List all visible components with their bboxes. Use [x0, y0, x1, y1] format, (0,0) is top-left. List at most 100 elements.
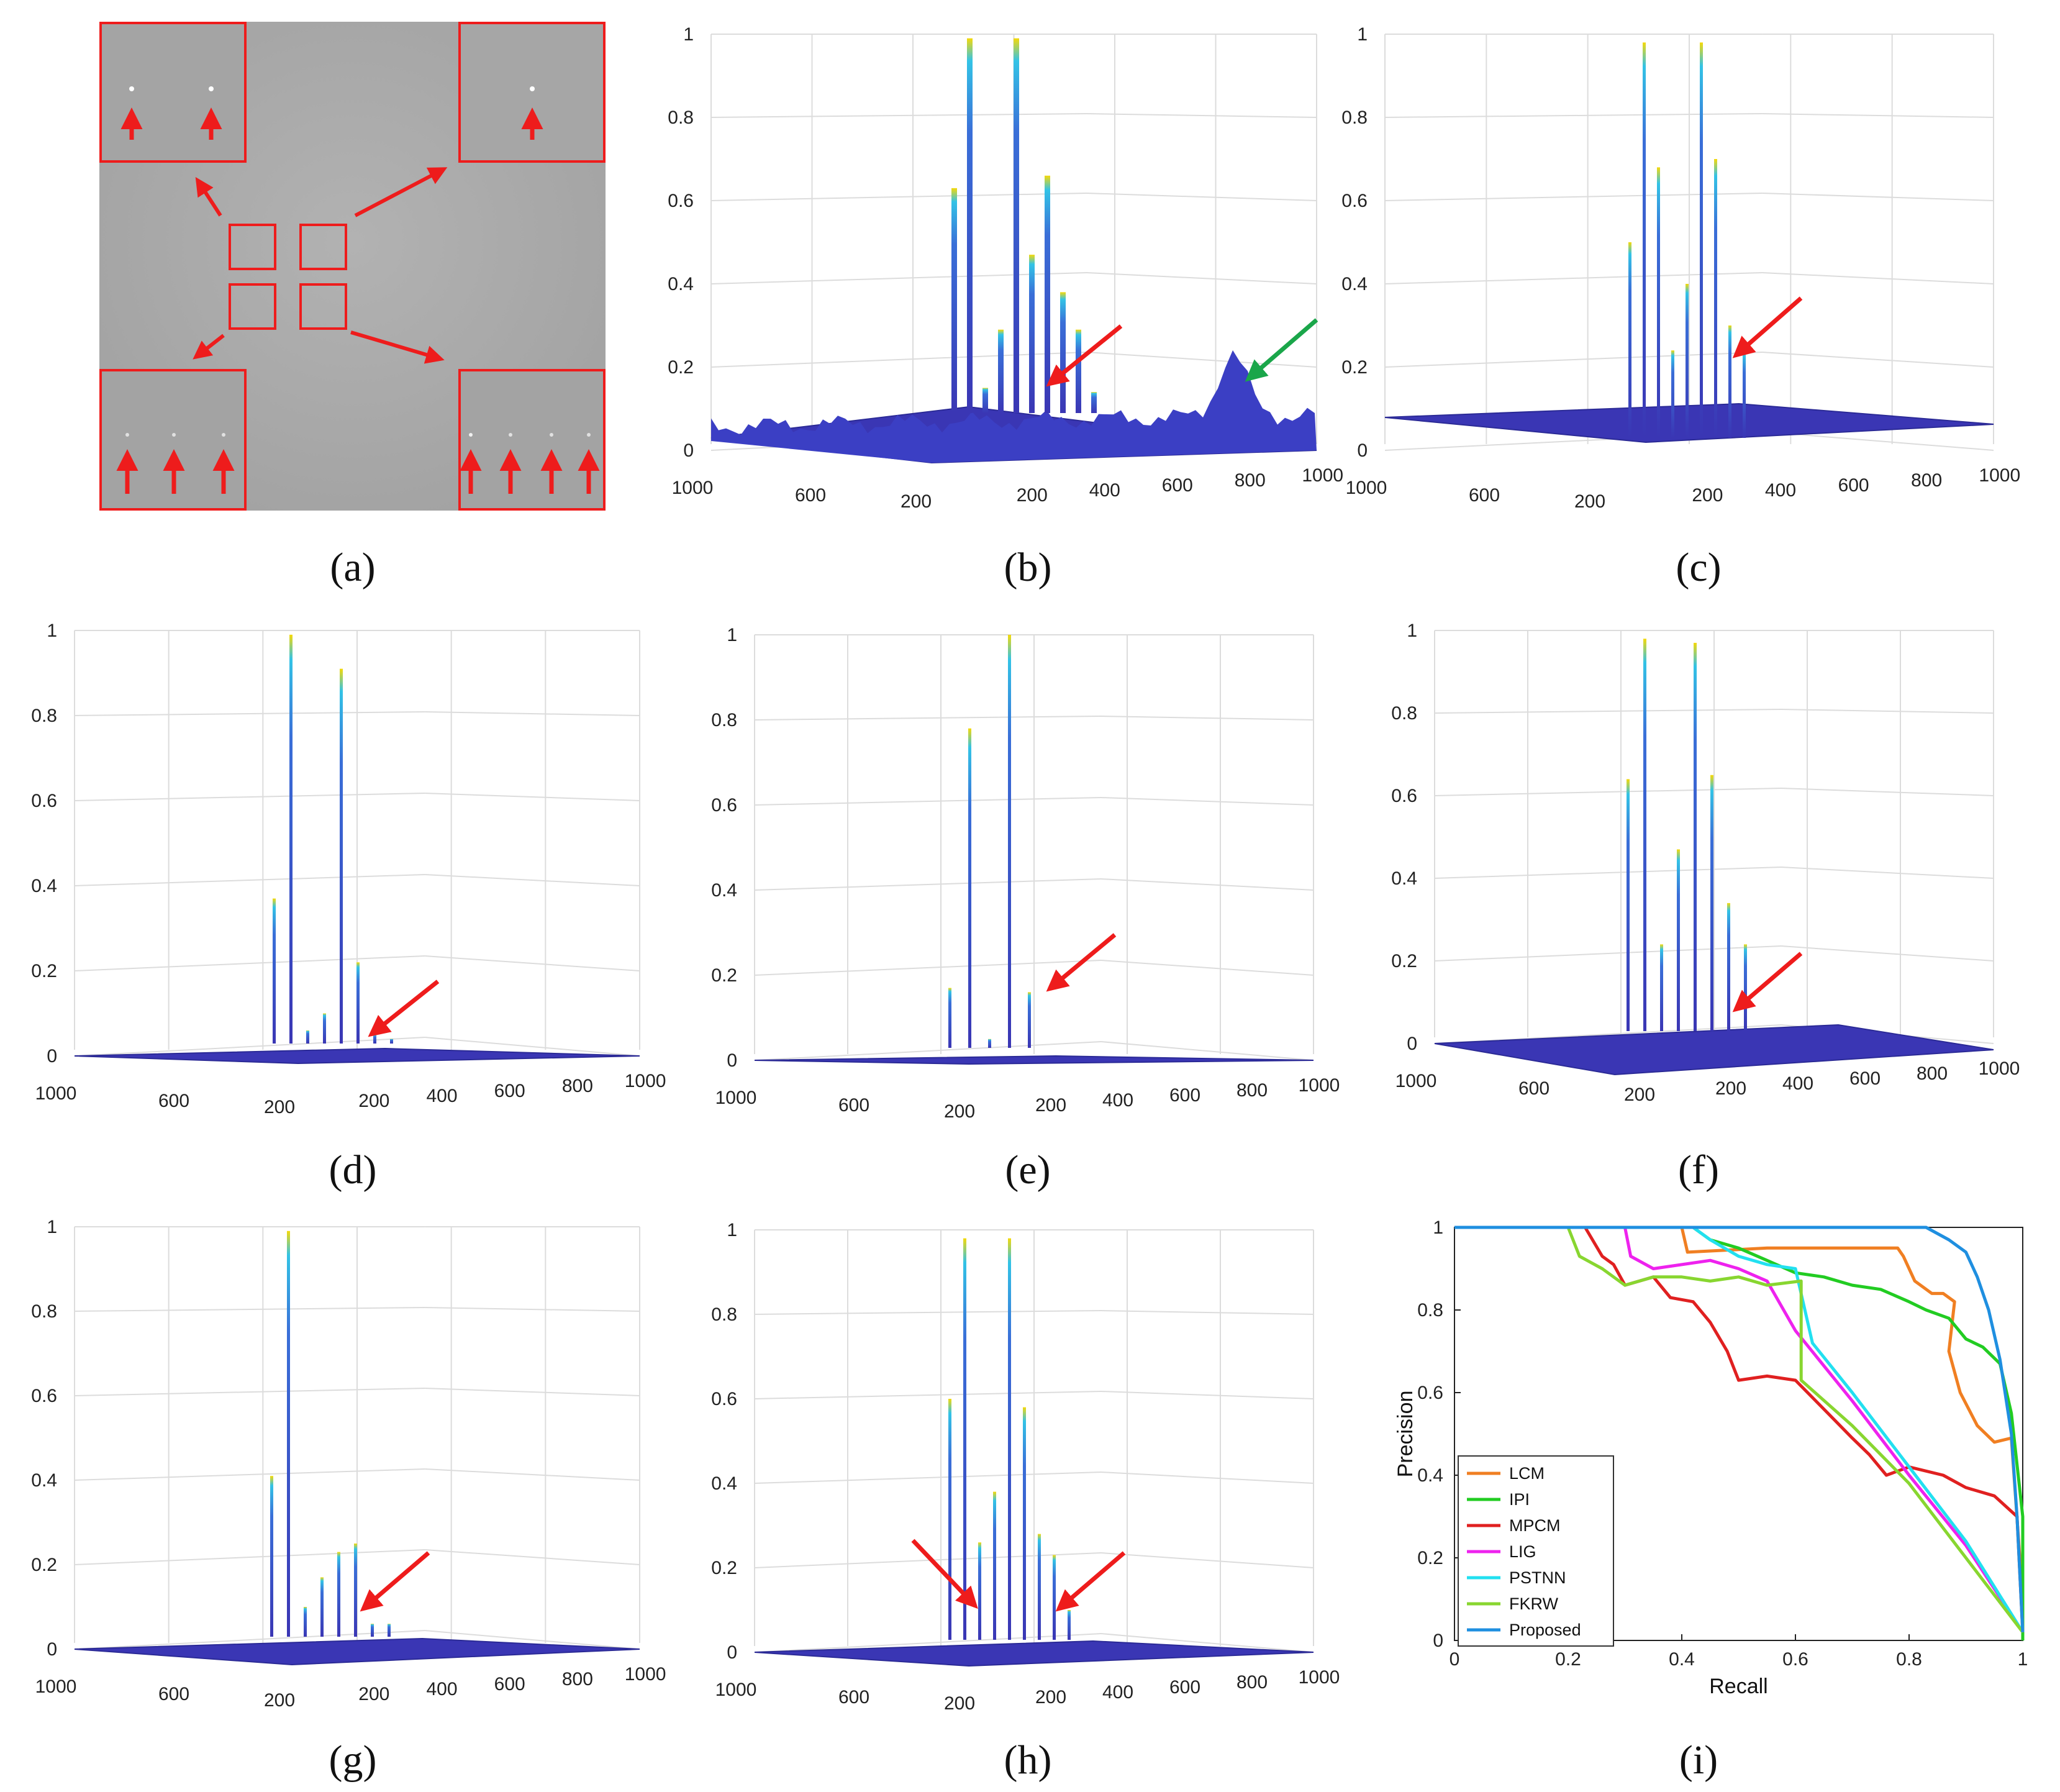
y-tick-label: 200 [264, 1690, 295, 1711]
target-peak [1029, 255, 1035, 413]
x-tick-label: 0.4 [1669, 1649, 1695, 1670]
y-tick-label: 600 [158, 1091, 189, 1111]
z-tick-label: 1 [1407, 621, 1417, 641]
x-tick-label: 200 [1017, 485, 1048, 506]
z-tick-label: 1 [727, 625, 737, 645]
z-tick-label: 0.2 [1341, 357, 1368, 378]
z-tick-label: 0.4 [711, 1473, 737, 1494]
response-surface [74, 1637, 640, 1666]
z-tick-label: 0.4 [668, 274, 694, 294]
z-tick-label: 0 [1357, 440, 1368, 461]
y-tick-label: 200 [944, 1693, 975, 1714]
target-peak [1028, 992, 1031, 1048]
target-peak [1660, 944, 1663, 1031]
z-tick-label: 1 [727, 1220, 737, 1240]
z-tick-label: 0 [727, 1642, 737, 1663]
panel-f-surface: 0 0.2 0.4 0.6 0.8 1 1000 600 200 200 400 600 800 1000 [1391, 621, 2020, 1105]
zoom-arrow [193, 334, 225, 360]
inset-bottom-right [458, 369, 606, 511]
z-tick-label: 1 [1357, 24, 1368, 45]
x-tick-label: 200 [1692, 485, 1723, 506]
target-peak [1657, 167, 1660, 438]
z-tick-label: 1 [47, 1217, 57, 1237]
y-tick-label: 1000 [35, 1083, 77, 1104]
y-tick-label: 1000 [715, 1680, 757, 1700]
red-arrow [368, 980, 440, 1037]
target-peak [1727, 903, 1730, 1031]
y-tick-label: 1000 [672, 478, 714, 498]
grid-walls [74, 630, 640, 1057]
target-peak [1008, 1238, 1011, 1640]
target-peak [1677, 849, 1680, 1031]
x-tick-label: 600 [1169, 1085, 1200, 1106]
roi-box-top-right [299, 224, 347, 270]
target-peak [1053, 1555, 1056, 1640]
response-surface [754, 1055, 1314, 1065]
z-tick-label: 0.6 [1341, 191, 1368, 211]
target-peak [948, 988, 951, 1048]
x-tick-label: 800 [1236, 1672, 1268, 1693]
target-peak [1068, 1610, 1071, 1640]
target-peak [1023, 1407, 1026, 1640]
target-peak [388, 1624, 391, 1637]
legend-entry: Proposed [1509, 1621, 1581, 1639]
z-tick-label: 0.2 [711, 965, 737, 986]
target-peak [1038, 1534, 1041, 1640]
target-peak [963, 1238, 966, 1640]
panel-label-a: (a) [330, 545, 375, 590]
y-tick-label: 600 [838, 1095, 869, 1116]
x-tick-label: 200 [358, 1091, 389, 1111]
red-arrow [360, 1551, 430, 1612]
x-tick-label: 600 [494, 1674, 525, 1694]
x-tick-label: 0.8 [1896, 1649, 1922, 1670]
target-peak [1700, 42, 1703, 438]
x-tick-label: 400 [426, 1086, 457, 1106]
y-tick-label: 200 [1624, 1085, 1655, 1105]
target-peak [1686, 284, 1689, 438]
z-tick-label: 0.2 [711, 1558, 737, 1578]
panel-d-surface: 0 0.2 0.4 0.6 0.8 1 1000 600 200 200 400 600 800 1000 [31, 621, 666, 1117]
red-arrow [1732, 952, 1803, 1012]
x-tick-label: 1000 [1979, 465, 2020, 486]
response-surface [754, 1640, 1314, 1667]
z-tick-label: 0.6 [31, 1386, 57, 1406]
panel-b-surface: 0 0.2 0.4 0.6 0.8 1 1000 600 200 200 400 600 800 1000 [668, 24, 1343, 512]
z-tick-label: 1 [47, 621, 57, 641]
target-peak [988, 1039, 991, 1048]
y-tick-label: 600 [158, 1684, 189, 1704]
x-tick-label: 600 [1838, 475, 1869, 496]
inset-top-right [458, 22, 606, 163]
inset-top-left [99, 22, 247, 163]
z-tick-label: 0.8 [31, 1301, 57, 1322]
y-tick-label: 1000 [1346, 478, 1387, 498]
z-tick-label: 0 [727, 1050, 737, 1071]
target-peak [1060, 292, 1066, 413]
target-peak [373, 1034, 376, 1044]
target-peak [273, 898, 276, 1044]
x-tick-label: 600 [1162, 475, 1193, 496]
target-peak [356, 962, 360, 1044]
noise-background [711, 350, 1317, 463]
grid-walls [754, 1229, 1314, 1653]
grid-walls [1434, 630, 1994, 1044]
panel-label-g: (g) [329, 1737, 377, 1783]
x-tick-label: 400 [1102, 1090, 1133, 1111]
target-peak [948, 1399, 951, 1640]
x-tick-label: 400 [426, 1679, 457, 1699]
x-tick-label: 800 [1236, 1080, 1268, 1101]
target-peak [1045, 175, 1050, 413]
legend-entry: IPI [1509, 1490, 1530, 1509]
y-tick-label: 600 [838, 1687, 869, 1708]
target-peak [371, 1624, 374, 1637]
z-tick-label: 0 [683, 440, 694, 461]
x-tick-label: 800 [562, 1669, 593, 1690]
z-tick-label: 0.8 [1341, 107, 1368, 128]
x-tick-label: 200 [358, 1684, 389, 1704]
panel-c-surface: 0 0.2 0.4 0.6 0.8 1 1000 600 200 200 400 600 800 1000 [1341, 24, 2020, 512]
target-peak [354, 1544, 357, 1637]
x-tick-label: 1000 [1299, 1667, 1340, 1688]
panel-a-image [99, 22, 606, 511]
green-arrow [1245, 318, 1318, 382]
x-tick-label: 800 [1911, 470, 1942, 491]
